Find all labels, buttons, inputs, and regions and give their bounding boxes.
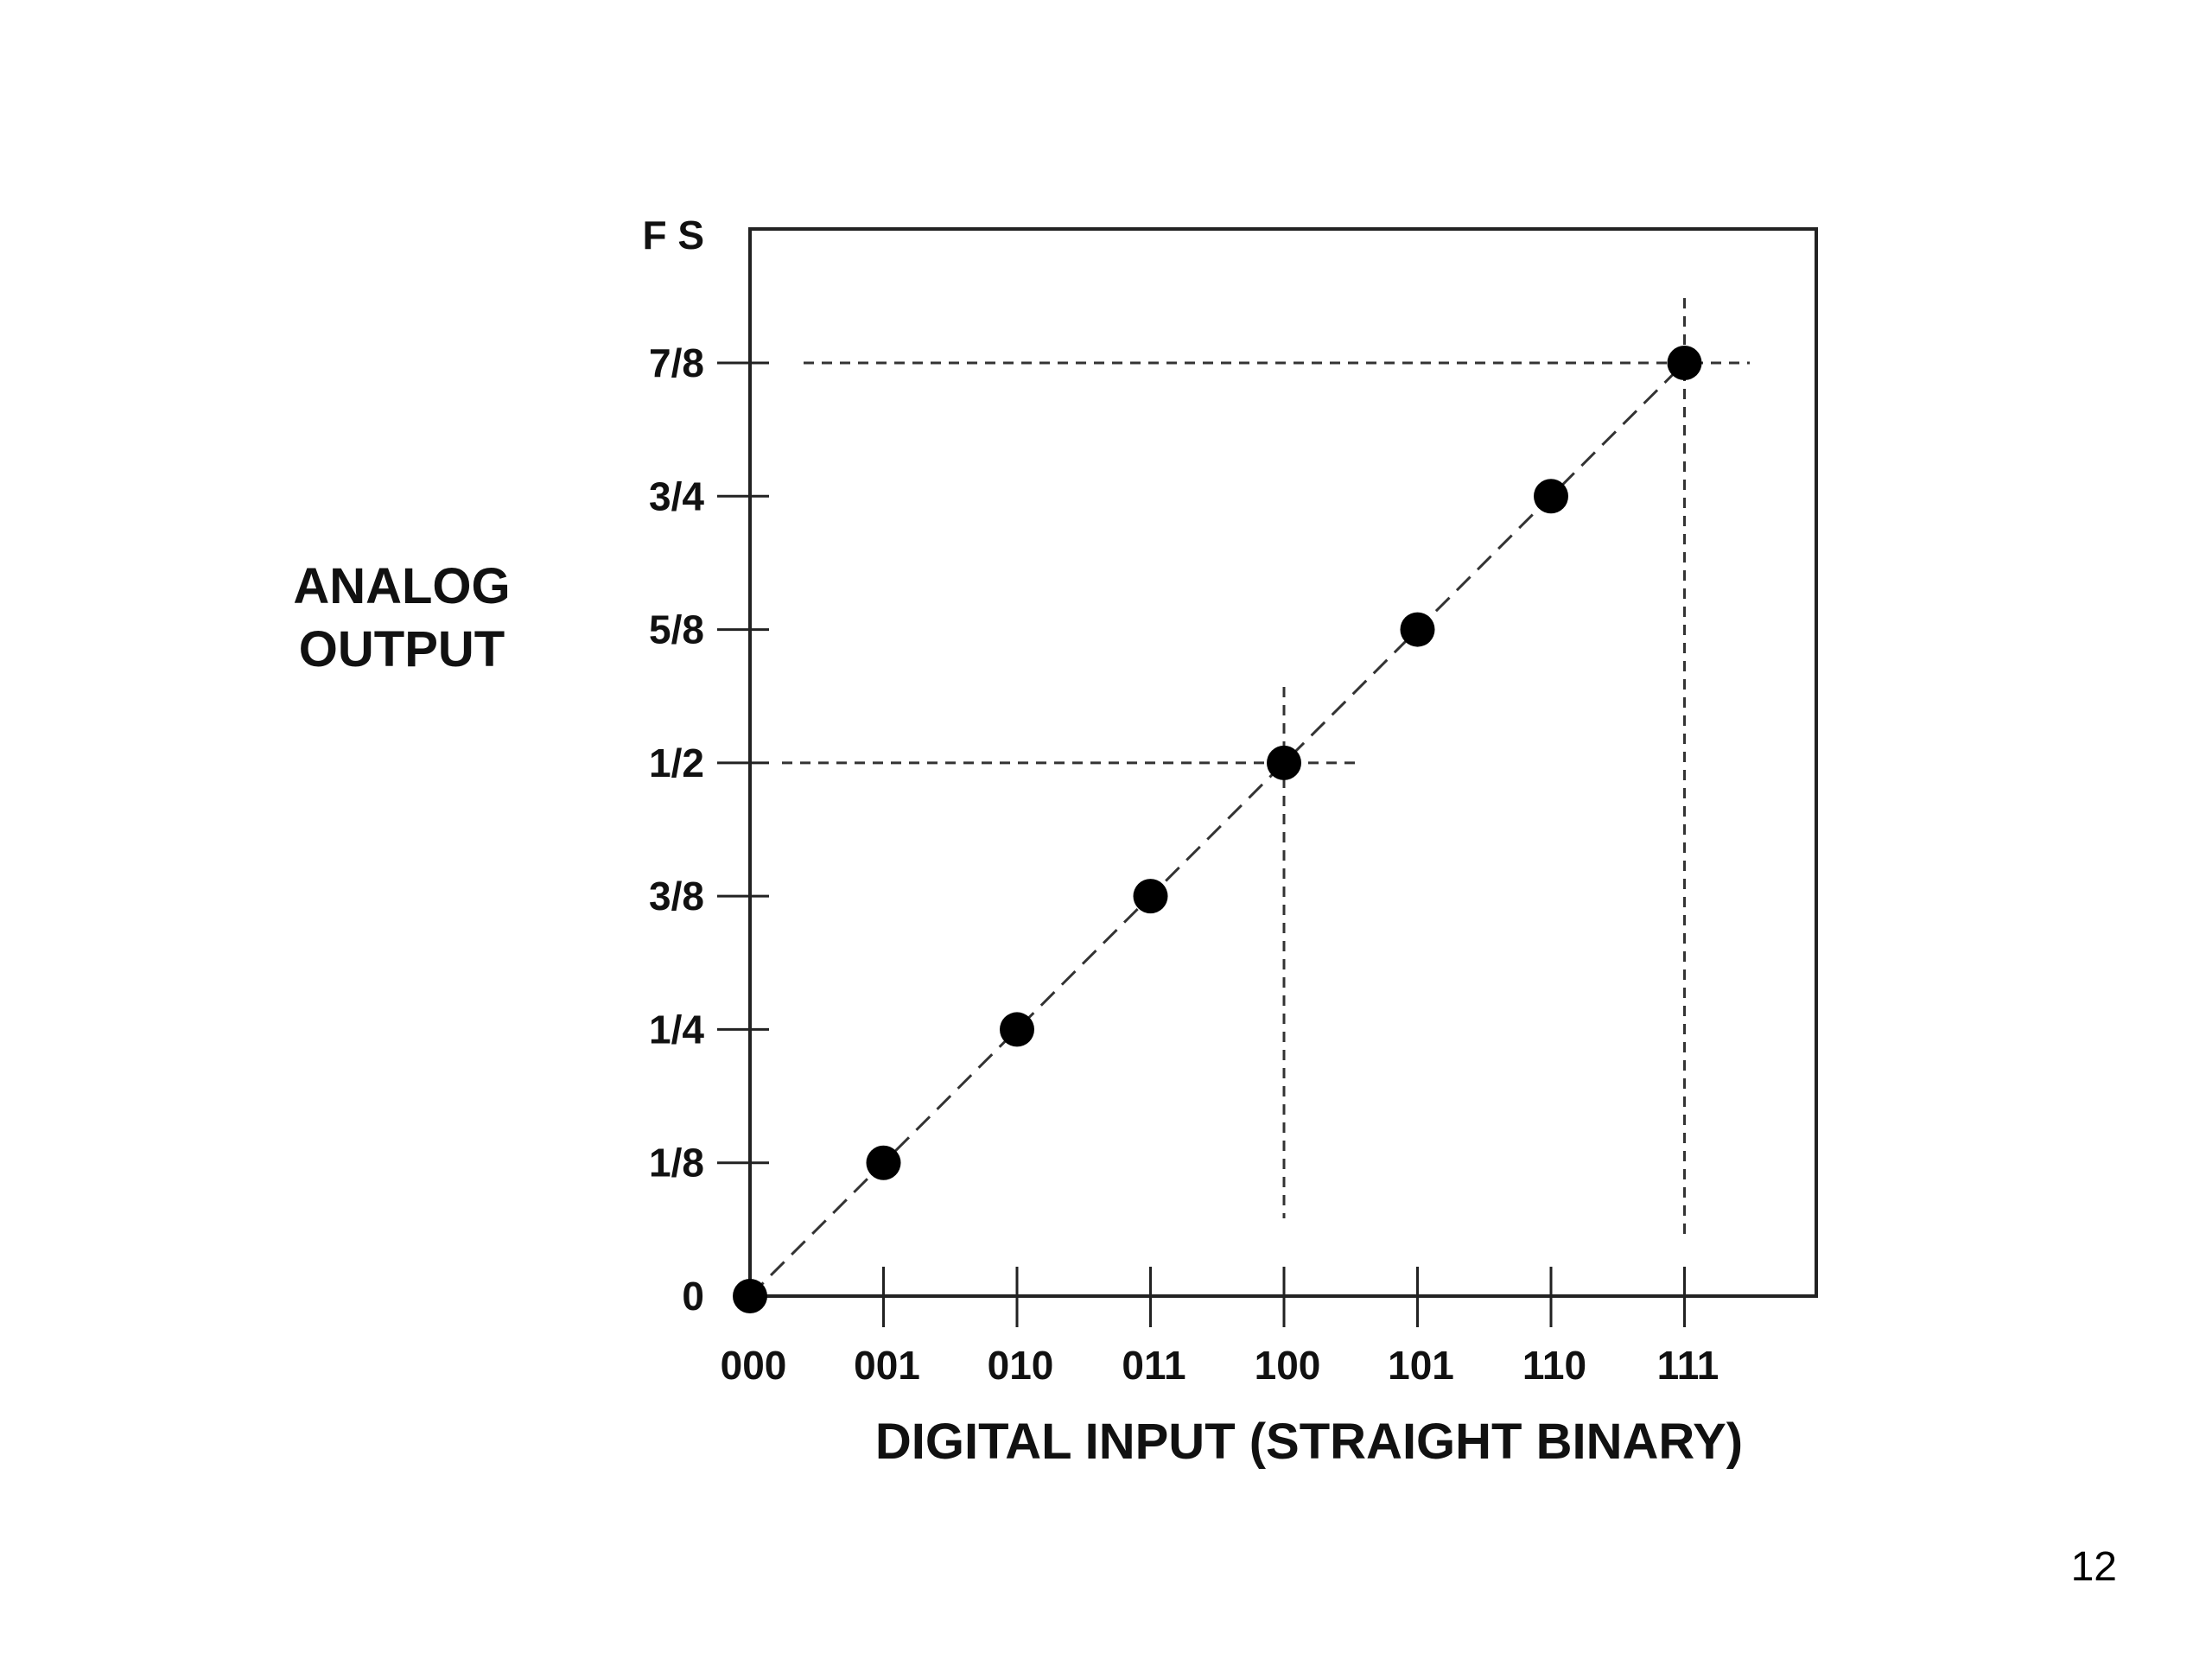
x-tick-label: 000 — [721, 1343, 787, 1388]
y-tick-label: F S — [642, 213, 704, 257]
y-tick-label: 3/4 — [649, 474, 704, 518]
y-tick-label: 1/2 — [649, 741, 704, 785]
y-tick-label: 1/8 — [649, 1141, 704, 1185]
data-point — [1267, 745, 1301, 780]
trend-line-group — [748, 361, 1686, 1298]
data-point — [733, 1279, 767, 1313]
reference-lines — [782, 298, 1750, 1236]
x-tick-label: 100 — [1255, 1343, 1321, 1388]
x-tick-label: 111 — [1657, 1343, 1719, 1388]
data-point — [1133, 879, 1168, 914]
x-tick-label: 110 — [1522, 1343, 1586, 1388]
x-tick-label: 101 — [1388, 1343, 1454, 1388]
data-point — [1000, 1012, 1034, 1047]
data-point — [866, 1145, 901, 1180]
data-point — [1534, 479, 1568, 514]
y-axis-title-line-2: OUTPUT — [299, 621, 505, 677]
y-tick-label: 3/8 — [649, 874, 704, 918]
y-axis-ticks: 0 1/8 1/4 3/8 1/2 5/8 3/4 7/8 F S — [642, 213, 769, 1319]
y-tick-label: 1/4 — [649, 1007, 704, 1052]
x-axis-ticks: 000 001 010 011 100 101 110 111 — [721, 1267, 1719, 1388]
page-number: 12 — [2070, 1544, 2117, 1590]
x-axis-title: DIGITAL INPUT (STRAIGHT BINARY) — [875, 1414, 1743, 1470]
trend-line — [748, 361, 1686, 1298]
x-tick-label: 010 — [988, 1343, 1054, 1388]
y-tick-label: 7/8 — [649, 340, 704, 385]
data-points — [733, 346, 1702, 1313]
y-tick-label: 5/8 — [649, 607, 704, 652]
x-tick-label: 001 — [854, 1343, 920, 1388]
y-axis-title-line-1: ANALOG — [293, 558, 510, 614]
data-point — [1667, 346, 1702, 380]
axis-titles: ANALOG OUTPUT DIGITAL INPUT (STRAIGHT BI… — [293, 558, 1743, 1470]
y-tick-label: 0 — [682, 1274, 704, 1319]
data-point — [1400, 612, 1435, 647]
x-tick-label: 011 — [1122, 1343, 1185, 1388]
